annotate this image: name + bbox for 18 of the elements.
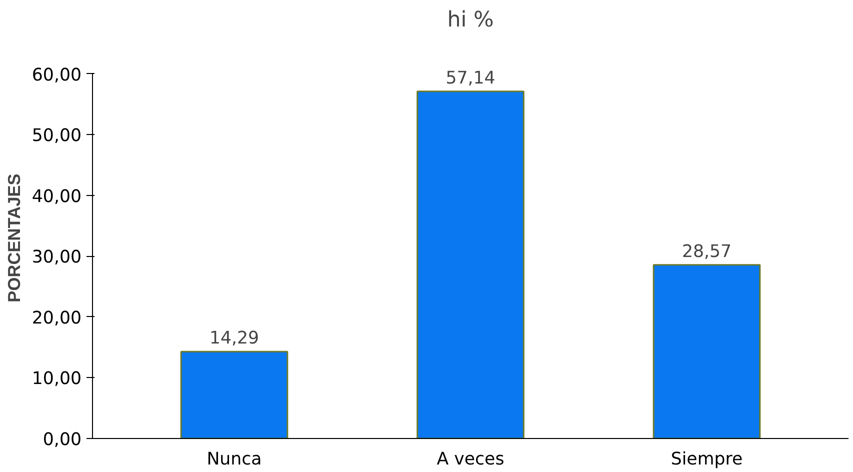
bar	[652, 264, 761, 438]
data-label: 57,14	[446, 68, 496, 88]
data-label: 14,29	[209, 328, 260, 349]
y-tick-label: 40,00	[32, 186, 82, 207]
data-label: 28,57	[682, 242, 732, 262]
y-tick-label: 0,00	[42, 430, 82, 450]
y-tick-label: 30,00	[32, 248, 82, 268]
chart-title: hi %	[447, 8, 494, 32]
y-axis-title: PORCENTAJES	[4, 174, 24, 302]
bar	[416, 90, 524, 438]
y-tick-label: 20,00	[32, 308, 82, 328]
y-tick-label: 60,00	[32, 65, 82, 86]
x-tick-label: A veces	[436, 450, 504, 470]
x-tick-label: Siempre	[670, 450, 743, 470]
x-tick-label: Nunca	[206, 450, 262, 470]
y-tick-label: 50,00	[32, 126, 82, 146]
y-tick-label: 10,00	[32, 369, 82, 390]
bar	[180, 350, 288, 438]
